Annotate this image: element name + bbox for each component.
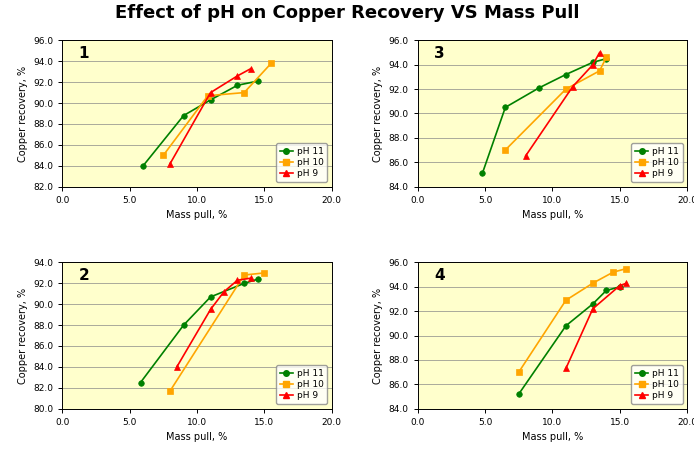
Text: 2: 2: [78, 269, 90, 283]
Legend: pH 11, pH 10, pH 9: pH 11, pH 10, pH 9: [632, 365, 682, 404]
Y-axis label: Copper recovery, %: Copper recovery, %: [373, 287, 383, 383]
Y-axis label: Copper recovery, %: Copper recovery, %: [18, 287, 28, 383]
X-axis label: Mass pull, %: Mass pull, %: [522, 210, 583, 220]
Y-axis label: Copper recovery, %: Copper recovery, %: [373, 66, 383, 162]
Legend: pH 11, pH 10, pH 9: pH 11, pH 10, pH 9: [276, 365, 327, 404]
Legend: pH 11, pH 10, pH 9: pH 11, pH 10, pH 9: [276, 143, 327, 182]
Legend: pH 11, pH 10, pH 9: pH 11, pH 10, pH 9: [632, 143, 682, 182]
Text: 4: 4: [434, 269, 445, 283]
Text: 3: 3: [434, 46, 445, 61]
Text: 1: 1: [78, 46, 89, 61]
Text: Effect of pH on Copper Recovery VS Mass Pull: Effect of pH on Copper Recovery VS Mass …: [115, 4, 579, 22]
X-axis label: Mass pull, %: Mass pull, %: [167, 210, 228, 220]
Y-axis label: Copper recovery, %: Copper recovery, %: [18, 66, 28, 162]
X-axis label: Mass pull, %: Mass pull, %: [167, 432, 228, 442]
X-axis label: Mass pull, %: Mass pull, %: [522, 432, 583, 442]
